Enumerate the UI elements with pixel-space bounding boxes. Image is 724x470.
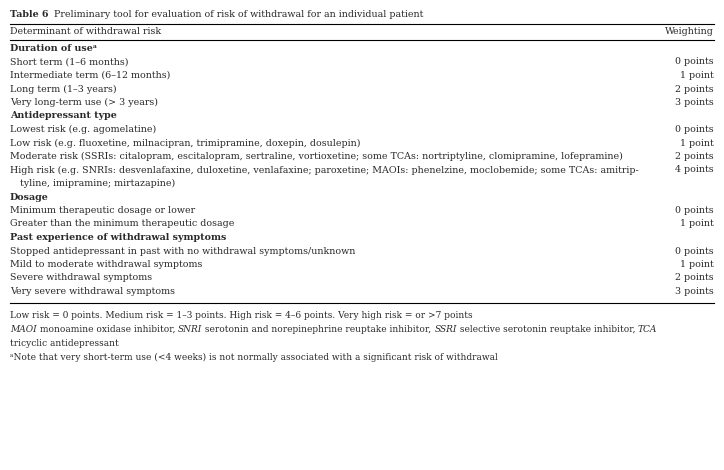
Text: 1 point: 1 point <box>681 139 714 148</box>
Text: 2 points: 2 points <box>675 274 714 282</box>
Text: 3 points: 3 points <box>675 98 714 107</box>
Text: Weighting: Weighting <box>665 27 714 36</box>
Text: 0 points: 0 points <box>675 125 714 134</box>
Text: serotonin and norepinephrine reuptake inhibitor,: serotonin and norepinephrine reuptake in… <box>202 324 434 334</box>
Text: MAOI: MAOI <box>10 324 37 334</box>
Text: 0 points: 0 points <box>675 206 714 215</box>
Text: Greater than the minimum therapeutic dosage: Greater than the minimum therapeutic dos… <box>10 219 235 228</box>
Text: 2 points: 2 points <box>675 85 714 94</box>
Text: Dosage: Dosage <box>10 193 49 202</box>
Text: monoamine oxidase inhibitor,: monoamine oxidase inhibitor, <box>37 324 178 334</box>
Text: Mild to moderate withdrawal symptoms: Mild to moderate withdrawal symptoms <box>10 260 203 269</box>
Text: SNRI: SNRI <box>178 324 202 334</box>
Text: tricyclic antidepressant: tricyclic antidepressant <box>10 338 119 347</box>
Text: 1 point: 1 point <box>681 219 714 228</box>
Text: Long term (1–3 years): Long term (1–3 years) <box>10 85 117 94</box>
Text: ᵃNote that very short-term use (<4 weeks) is not normally associated with a sign: ᵃNote that very short-term use (<4 weeks… <box>10 352 498 361</box>
Text: 1 point: 1 point <box>681 71 714 80</box>
Text: Antidepressant type: Antidepressant type <box>10 111 117 120</box>
Text: 2 points: 2 points <box>675 152 714 161</box>
Text: Lowest risk (e.g. agomelatine): Lowest risk (e.g. agomelatine) <box>10 125 156 134</box>
Text: selective serotonin reuptake inhibitor,: selective serotonin reuptake inhibitor, <box>457 324 638 334</box>
Text: SSRI: SSRI <box>434 324 457 334</box>
Text: TCA: TCA <box>638 324 657 334</box>
Text: Minimum therapeutic dosage or lower: Minimum therapeutic dosage or lower <box>10 206 195 215</box>
Text: Moderate risk (SSRIs: citalopram, escitalopram, sertraline, vortioxetine; some T: Moderate risk (SSRIs: citalopram, escita… <box>10 152 623 161</box>
Text: Preliminary tool for evaluation of risk of withdrawal for an individual patient: Preliminary tool for evaluation of risk … <box>48 10 424 19</box>
Text: Very severe withdrawal symptoms: Very severe withdrawal symptoms <box>10 287 175 296</box>
Text: Severe withdrawal symptoms: Severe withdrawal symptoms <box>10 274 152 282</box>
Text: 4 points: 4 points <box>675 165 714 174</box>
Text: Very long-term use (> 3 years): Very long-term use (> 3 years) <box>10 98 158 107</box>
Text: 1 point: 1 point <box>681 260 714 269</box>
Text: Low risk = 0 points. Medium risk = 1–3 points. High risk = 4–6 points. Very high: Low risk = 0 points. Medium risk = 1–3 p… <box>10 311 473 320</box>
Text: Duration of useᵃ: Duration of useᵃ <box>10 44 97 53</box>
Text: tyline, imipramine; mirtazapine): tyline, imipramine; mirtazapine) <box>20 179 175 188</box>
Text: Determinant of withdrawal risk: Determinant of withdrawal risk <box>10 27 161 36</box>
Text: Intermediate term (6–12 months): Intermediate term (6–12 months) <box>10 71 170 80</box>
Text: Table 6: Table 6 <box>10 10 49 19</box>
Text: Past experience of withdrawal symptoms: Past experience of withdrawal symptoms <box>10 233 227 242</box>
Text: 3 points: 3 points <box>675 287 714 296</box>
Text: 0 points: 0 points <box>675 57 714 66</box>
Text: Stopped antidepressant in past with no withdrawal symptoms/unknown: Stopped antidepressant in past with no w… <box>10 246 355 256</box>
Text: 0 points: 0 points <box>675 246 714 256</box>
Text: Short term (1–6 months): Short term (1–6 months) <box>10 57 128 66</box>
Text: High risk (e.g. SNRIs: desvenlafaxine, duloxetine, venlafaxine; paroxetine; MAOI: High risk (e.g. SNRIs: desvenlafaxine, d… <box>10 165 639 175</box>
Text: Low risk (e.g. fluoxetine, milnacipran, trimipramine, doxepin, dosulepin): Low risk (e.g. fluoxetine, milnacipran, … <box>10 139 361 148</box>
